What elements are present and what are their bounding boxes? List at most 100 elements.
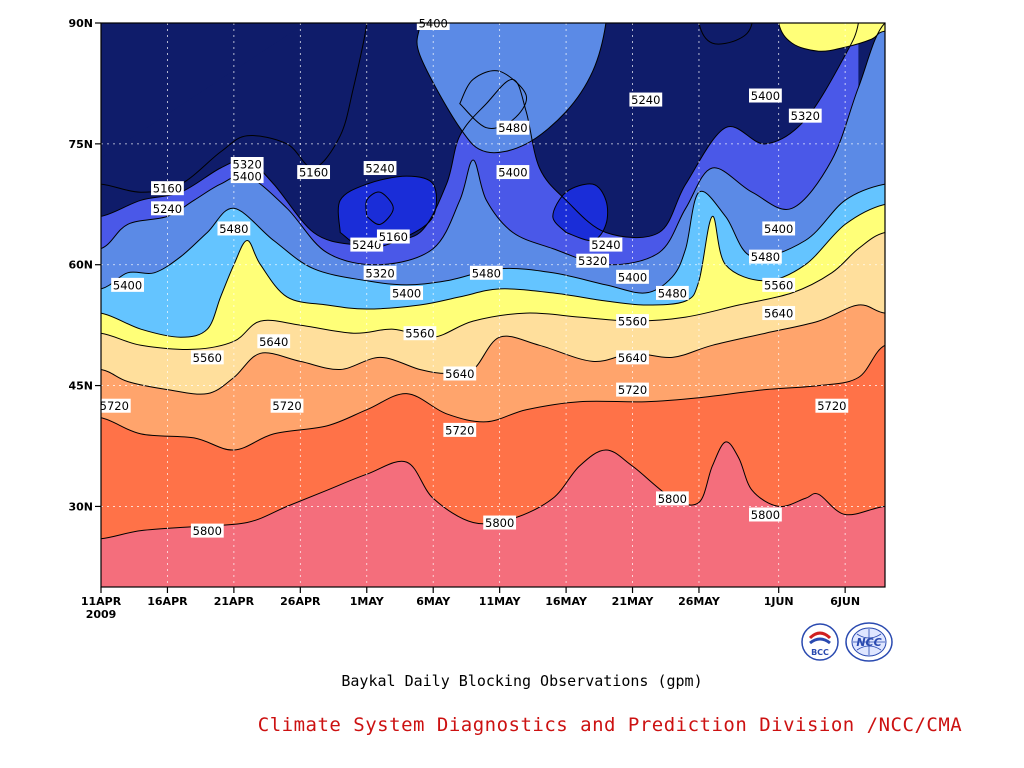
contour-label-bg [97, 398, 131, 413]
contour-label-text: 5560 [193, 351, 222, 365]
y-tick-label: 75N [68, 138, 93, 151]
contour-label: 5240 [363, 161, 397, 176]
contour-label: 5800 [483, 515, 517, 530]
contour-label-text: 5240 [153, 202, 182, 216]
contour-label-bg [350, 237, 384, 252]
contour-label: 5400 [762, 221, 796, 236]
contour-line-5400 [416, 23, 607, 154]
contour-label-text: 5400 [751, 89, 780, 103]
contour-label-bg [270, 398, 304, 413]
contour-label-bg [762, 306, 796, 321]
contour-label: 5800 [655, 491, 689, 506]
contour-label-bg [190, 523, 224, 538]
contour-label-text: 5720 [100, 399, 129, 413]
contour-label-text: 5320 [365, 266, 394, 280]
contour-label-text: 5800 [485, 516, 514, 530]
x-tick-label: 26APR [280, 595, 321, 608]
contour-label: 5560 [762, 277, 796, 292]
contour-label-bg [111, 277, 144, 292]
contour-label: 5720 [270, 398, 304, 413]
contour-label: 5400 [496, 165, 530, 180]
contour-label-text: 5400 [233, 170, 262, 184]
contour-label-bg [151, 181, 184, 196]
contour-label: 5720 [97, 398, 131, 413]
contour-label-text: 5160 [153, 182, 182, 196]
contour-label-bg [257, 334, 291, 349]
contour-label-bg [469, 265, 503, 280]
contour-label-bg [749, 88, 782, 103]
contour-label: 5480 [749, 249, 782, 264]
contour-label-bg [363, 265, 397, 280]
x-year-label: 2009 [86, 608, 117, 621]
contour-label-text: 5160 [299, 166, 328, 180]
contour-fill-cell-5240 [338, 176, 437, 249]
contour-label-text: 5400 [764, 222, 793, 236]
contour-label: 5560 [616, 314, 649, 329]
x-tick-label: 1MAY [350, 595, 385, 608]
ncc-logo-text: NCC [856, 636, 881, 649]
contour-label-bg [616, 350, 649, 365]
contour-lines [101, 23, 885, 540]
contour-label-bg [443, 366, 477, 381]
contour-line-5240 [101, 23, 859, 246]
contour-label-text: 5800 [751, 508, 780, 522]
contour-label-bg [496, 165, 530, 180]
contour-label: 5160 [376, 229, 410, 244]
contour-label-bg [762, 277, 796, 292]
contour-label-bg [390, 285, 424, 300]
y-tick-label: 60N [68, 259, 93, 272]
contour-label: 5640 [616, 350, 649, 365]
x-tick-label: 21APR [214, 595, 255, 608]
contour-label: 5240 [350, 237, 384, 252]
contour-label-bg [788, 108, 822, 123]
contour-label-bg [403, 326, 437, 341]
contour-line-5160 [698, 23, 753, 45]
bcc-logo: BCC [800, 622, 840, 662]
contour-label-text: 5720 [618, 383, 647, 397]
contour-label: 5720 [443, 422, 477, 437]
contour-label: 5320 [576, 253, 610, 268]
y-tick-label: 45N [68, 380, 93, 393]
contour-label-text: 5320 [233, 158, 262, 172]
contour-label-text: 5480 [498, 121, 527, 135]
contour-label-bg [616, 314, 649, 329]
ncc-logo: NCC [844, 621, 894, 663]
contour-label: 5400 [230, 169, 264, 184]
contour-label: 5400 [390, 285, 424, 300]
bcc-logo-text: BCC [811, 648, 829, 657]
contour-label-text: 5800 [193, 524, 222, 538]
contour-label-bg [443, 422, 477, 437]
contour-line-5800 [101, 441, 885, 540]
contour-label: 5320 [363, 265, 397, 280]
contour-label-bg [297, 165, 331, 180]
contour-label: 5240 [589, 237, 623, 252]
contour-label-text: 5800 [658, 492, 687, 506]
chart-title: Baykal Daily Blocking Observations (gpm) [341, 672, 703, 690]
contour-label: 5480 [469, 265, 503, 280]
contour-label-text: 5560 [405, 327, 434, 341]
contour-label: 5480 [217, 221, 251, 236]
contour-fill-5800 [101, 441, 885, 587]
contour-label-text: 5720 [445, 423, 474, 437]
organization-caption: Climate System Diagnostics and Predictio… [257, 714, 963, 736]
contour-label: 5160 [297, 165, 331, 180]
contour-label: 5320 [230, 157, 264, 172]
contour-label-text: 5240 [365, 162, 394, 176]
contour-label-bg [629, 92, 663, 107]
contour-label: 5560 [403, 326, 437, 341]
contour-label: 5240 [629, 92, 663, 107]
contour-label: 5480 [496, 120, 530, 135]
contour-label-text: 5720 [817, 399, 846, 413]
contour-line-5160 [101, 23, 368, 193]
contour-label-text: 5480 [219, 222, 248, 236]
contour-label-text: 5400 [113, 278, 142, 292]
contour-label: 5720 [616, 382, 649, 397]
contour-line-5720 [101, 344, 885, 451]
contour-label-bg [589, 237, 623, 252]
contour-label: 5320 [788, 108, 822, 123]
contour-label-bg [376, 229, 410, 244]
contour-label: 5480 [655, 285, 689, 300]
contour-label-bg [190, 350, 224, 365]
